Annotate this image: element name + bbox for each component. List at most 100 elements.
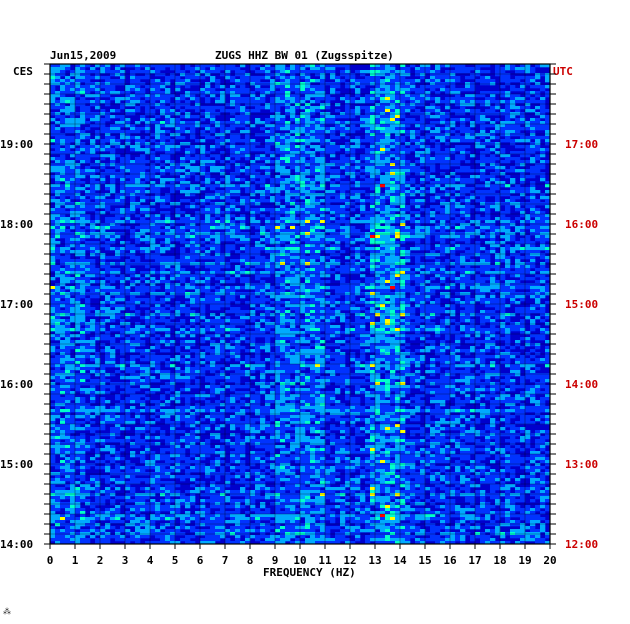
heatmap-cell — [435, 127, 441, 131]
heatmap-cell — [245, 130, 251, 134]
heatmap-cell — [275, 109, 281, 113]
heatmap-cell — [455, 244, 461, 248]
heatmap-cell — [170, 160, 176, 164]
heatmap-cell — [200, 211, 206, 215]
heatmap-cell — [410, 136, 416, 140]
heatmap-cell — [135, 109, 141, 113]
heatmap-cell — [425, 265, 431, 269]
heatmap-cell — [205, 262, 211, 266]
heatmap-cell — [250, 211, 256, 215]
heatmap-cell — [325, 268, 331, 272]
heatmap-cell — [375, 247, 381, 251]
heatmap-cell — [350, 262, 356, 266]
heatmap-cell — [110, 241, 116, 245]
heatmap-cell — [275, 202, 281, 206]
heatmap-cell — [60, 82, 66, 86]
heatmap-cell — [485, 214, 491, 218]
heatmap-cell — [115, 253, 121, 257]
heatmap-cell — [110, 151, 116, 155]
heatmap-cell — [540, 136, 546, 140]
heatmap-cell — [505, 160, 511, 164]
heatmap-cell — [415, 130, 421, 134]
heatmap-cell — [215, 244, 221, 248]
heatmap-cell — [395, 94, 401, 98]
heatmap-cell — [290, 217, 296, 221]
heatmap-cell — [370, 232, 376, 236]
heatmap-cell — [160, 265, 166, 269]
heatmap-cell — [105, 133, 111, 137]
heatmap-cell — [410, 163, 416, 167]
heatmap-cell — [130, 160, 136, 164]
heatmap-cell — [200, 226, 206, 230]
heatmap-cell — [255, 223, 261, 227]
heatmap-cell — [150, 94, 156, 98]
heatmap-cell — [305, 268, 311, 272]
heatmap-cell — [215, 256, 221, 260]
heatmap-cell — [345, 166, 351, 170]
heatmap-cell — [60, 109, 66, 113]
heatmap-cell — [110, 223, 116, 227]
heatmap-cell — [465, 187, 471, 191]
heatmap-cell — [375, 91, 381, 95]
heatmap-cell — [360, 238, 366, 242]
heatmap-cell — [225, 190, 231, 194]
heatmap-cell — [215, 226, 221, 230]
heatmap-cell — [95, 88, 101, 92]
heatmap-cell — [425, 253, 431, 257]
heatmap-cell — [535, 127, 541, 131]
heatmap-cell — [395, 271, 401, 275]
heatmap-cell — [75, 187, 81, 191]
heatmap-cell — [300, 67, 306, 71]
heatmap-cell — [255, 100, 261, 104]
heatmap-cell — [465, 223, 471, 227]
heatmap-cell — [65, 139, 71, 143]
heatmap-cell — [530, 208, 536, 212]
heatmap-cell — [335, 178, 341, 182]
heatmap-cell — [370, 106, 376, 110]
heatmap-cell — [355, 253, 361, 257]
heatmap-cell — [210, 241, 216, 245]
heatmap-cell — [75, 169, 81, 173]
heatmap-cell — [285, 79, 291, 83]
heatmap-cell — [95, 187, 101, 191]
heatmap-cell — [375, 145, 381, 149]
heatmap-cell — [310, 271, 316, 275]
heatmap-cell — [440, 250, 446, 254]
heatmap-cell — [480, 193, 486, 197]
heatmap-cell — [295, 220, 301, 224]
heatmap-cell — [250, 124, 256, 128]
heatmap-cell — [365, 181, 371, 185]
heatmap-cell — [385, 250, 391, 254]
heatmap-cell — [120, 79, 126, 83]
heatmap-cell — [470, 139, 476, 143]
heatmap-cell — [230, 142, 236, 146]
heatmap-cell — [525, 241, 531, 245]
heatmap-cell — [205, 178, 211, 182]
heatmap-cell — [415, 214, 421, 218]
heatmap-cell — [440, 133, 446, 137]
heatmap-cell — [510, 196, 516, 200]
heatmap-cell — [350, 253, 356, 257]
heatmap-cell — [340, 187, 346, 191]
heatmap-cell — [520, 145, 526, 149]
heatmap-cell — [245, 91, 251, 95]
heatmap-cell — [145, 274, 151, 278]
heatmap-cell — [105, 232, 111, 236]
heatmap-cell — [500, 211, 506, 215]
heatmap-cell — [450, 73, 456, 77]
heatmap-cell — [500, 166, 506, 170]
heatmap-cell — [240, 178, 246, 182]
heatmap-cell — [340, 70, 346, 74]
heatmap-cell — [70, 241, 76, 245]
heatmap-cell — [165, 247, 171, 251]
heatmap-cell — [430, 253, 436, 257]
heatmap-cell — [335, 253, 341, 257]
heatmap-cell — [460, 169, 466, 173]
heatmap-cell — [125, 220, 131, 224]
heatmap-cell — [60, 226, 66, 230]
heatmap-cell — [100, 253, 106, 257]
heatmap-cell — [90, 229, 96, 233]
heatmap-cell — [420, 151, 426, 155]
heatmap-cell — [265, 139, 271, 143]
heatmap-cell — [145, 238, 151, 242]
